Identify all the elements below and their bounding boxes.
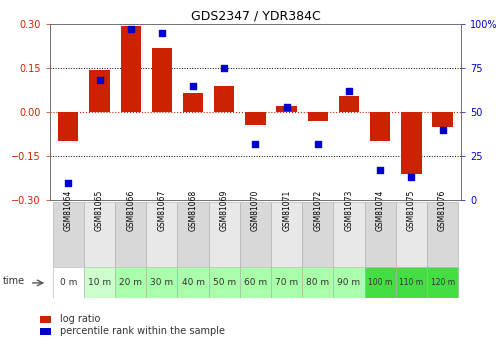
Point xyxy=(189,83,197,89)
Bar xyxy=(146,267,178,298)
Point xyxy=(314,141,322,147)
Bar xyxy=(271,202,302,267)
Text: GSM81070: GSM81070 xyxy=(251,190,260,231)
Point xyxy=(220,66,228,71)
Bar xyxy=(302,202,333,267)
Text: 100 m: 100 m xyxy=(368,278,392,287)
Text: GSM81071: GSM81071 xyxy=(282,190,291,231)
Bar xyxy=(115,267,146,298)
Text: 40 m: 40 m xyxy=(182,278,204,287)
Bar xyxy=(370,112,390,141)
Text: 30 m: 30 m xyxy=(150,278,174,287)
Bar xyxy=(427,202,458,267)
Bar xyxy=(246,112,265,125)
Point xyxy=(126,27,134,32)
Text: GSM81073: GSM81073 xyxy=(345,190,354,231)
Text: GSM81076: GSM81076 xyxy=(438,190,447,231)
Bar xyxy=(333,202,365,267)
Text: GSM81065: GSM81065 xyxy=(95,190,104,231)
Bar xyxy=(146,202,178,267)
Text: 120 m: 120 m xyxy=(431,278,455,287)
Bar xyxy=(58,112,78,141)
Bar xyxy=(152,48,172,112)
Text: log ratio: log ratio xyxy=(60,314,100,324)
Text: GSM81072: GSM81072 xyxy=(313,190,322,231)
Point xyxy=(96,78,104,83)
Bar xyxy=(365,202,396,267)
Text: 60 m: 60 m xyxy=(244,278,267,287)
Bar xyxy=(396,202,427,267)
Point xyxy=(64,180,72,185)
Bar xyxy=(209,202,240,267)
Bar xyxy=(178,267,209,298)
Text: GSM81064: GSM81064 xyxy=(64,190,73,231)
Bar xyxy=(433,112,453,127)
Bar xyxy=(333,267,365,298)
Point xyxy=(251,141,259,147)
Bar xyxy=(427,267,458,298)
Bar xyxy=(53,267,84,298)
Bar xyxy=(308,112,328,121)
Bar xyxy=(276,106,297,112)
Point xyxy=(438,127,446,132)
Text: 10 m: 10 m xyxy=(88,278,111,287)
Text: GSM81068: GSM81068 xyxy=(188,190,197,231)
Bar xyxy=(339,96,359,112)
Bar xyxy=(396,267,427,298)
Point xyxy=(158,30,166,36)
Text: 20 m: 20 m xyxy=(119,278,142,287)
Text: GSM81067: GSM81067 xyxy=(157,190,166,231)
Bar xyxy=(84,267,115,298)
Text: GSM81074: GSM81074 xyxy=(375,190,385,231)
Point xyxy=(283,104,291,110)
Bar xyxy=(240,267,271,298)
Text: GSM81069: GSM81069 xyxy=(220,190,229,231)
Point xyxy=(407,175,415,180)
Bar xyxy=(53,202,84,267)
Text: 90 m: 90 m xyxy=(337,278,361,287)
Bar xyxy=(115,202,146,267)
Bar xyxy=(178,202,209,267)
Bar xyxy=(271,267,302,298)
Text: 50 m: 50 m xyxy=(213,278,236,287)
Bar xyxy=(121,26,141,112)
Text: percentile rank within the sample: percentile rank within the sample xyxy=(60,326,225,336)
Text: GSM81075: GSM81075 xyxy=(407,190,416,231)
Bar xyxy=(40,316,51,323)
Text: 110 m: 110 m xyxy=(399,278,424,287)
Title: GDS2347 / YDR384C: GDS2347 / YDR384C xyxy=(190,10,320,23)
Bar xyxy=(183,93,203,112)
Bar xyxy=(365,267,396,298)
Text: time: time xyxy=(2,276,25,286)
Bar xyxy=(89,70,110,112)
Bar xyxy=(40,328,51,335)
Bar xyxy=(240,202,271,267)
Text: GSM81066: GSM81066 xyxy=(126,190,135,231)
Bar xyxy=(401,112,422,174)
Text: 80 m: 80 m xyxy=(306,278,329,287)
Bar xyxy=(214,86,235,112)
Point xyxy=(345,88,353,94)
Text: 70 m: 70 m xyxy=(275,278,298,287)
Bar xyxy=(84,202,115,267)
Text: 0 m: 0 m xyxy=(60,278,77,287)
Point xyxy=(376,167,384,173)
Bar xyxy=(302,267,333,298)
Bar xyxy=(209,267,240,298)
